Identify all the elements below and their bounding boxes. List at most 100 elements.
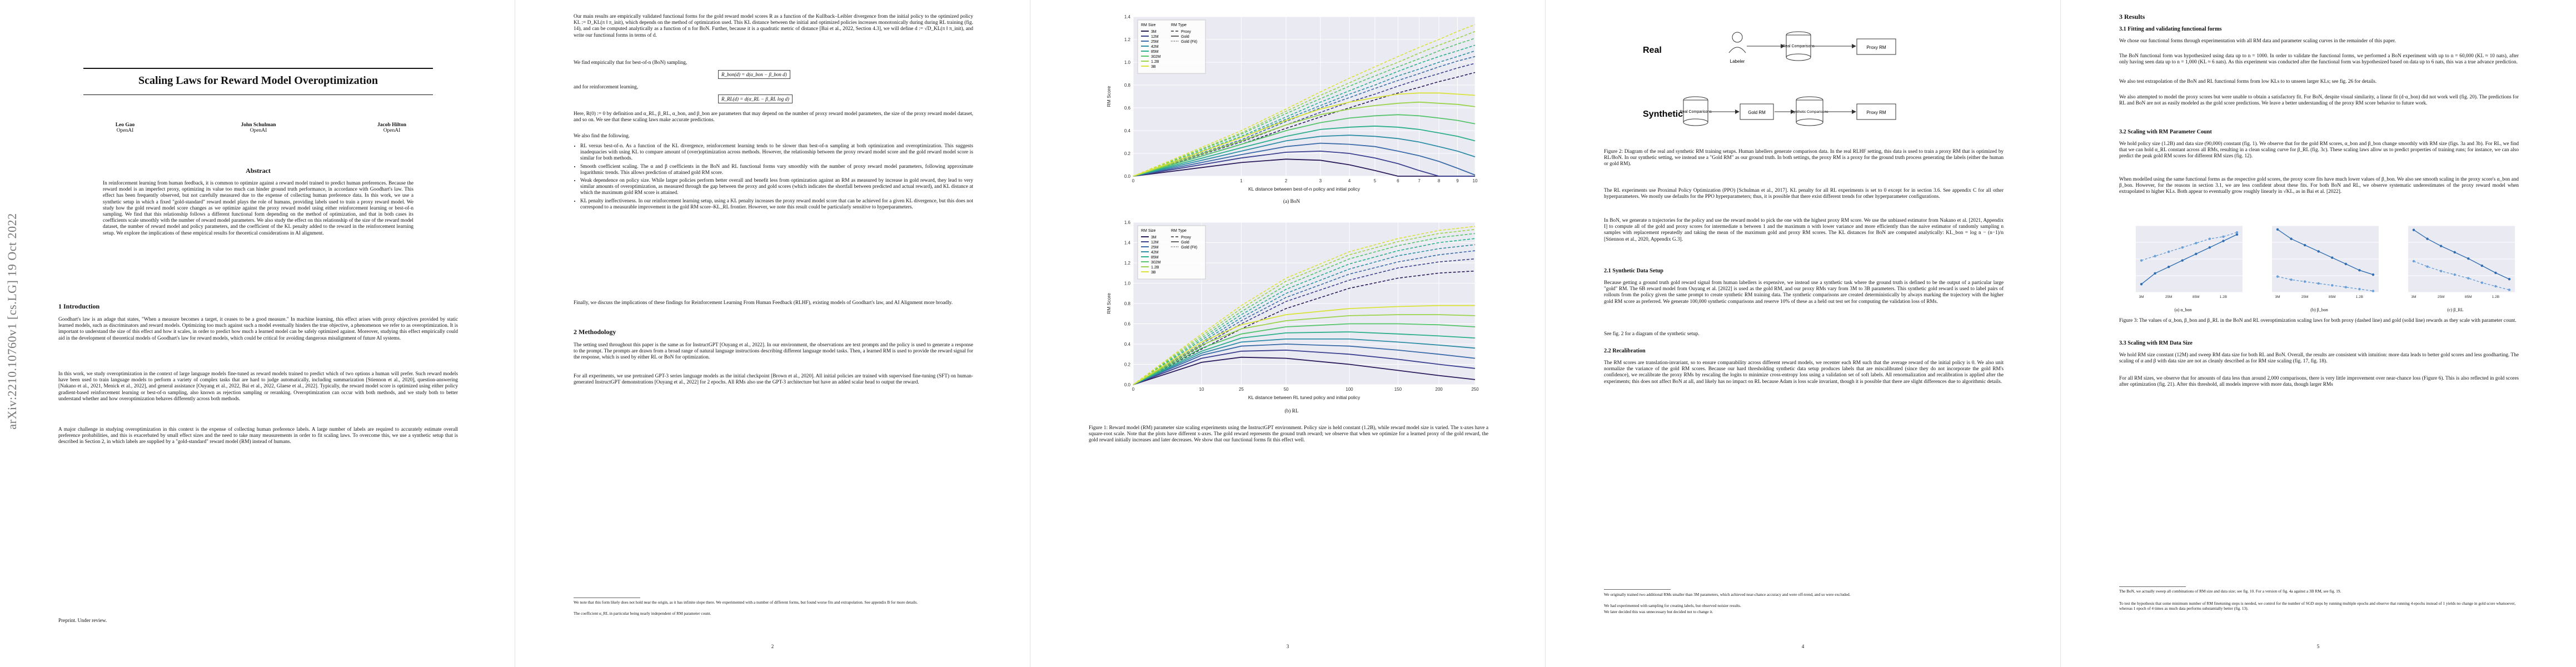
x-tick-label: 85M <box>2329 295 2336 299</box>
coefficient-point <box>2181 259 2184 262</box>
x-tick-label: 0 <box>1132 178 1135 183</box>
proxy-series-line <box>1133 72 1476 177</box>
fig3b-label: (b) β_bon <box>2310 307 2328 312</box>
s31-paragraph-4: We also attempted to model the proxy sco… <box>2119 94 2519 107</box>
gold-series-line <box>1133 339 1476 385</box>
x-tick-label: 85M <box>2465 295 2472 299</box>
y-tick-label: 0.0 <box>1124 382 1131 387</box>
x-tick-label: 25M <box>2438 295 2445 299</box>
preprint-note: Preprint. Under review. <box>58 618 107 624</box>
x-tick-label: 25M <box>2165 295 2173 299</box>
legend-entry: 85M <box>1151 256 1159 260</box>
proxy-series-line <box>1133 56 1476 177</box>
gold-series-line <box>1133 142 1476 177</box>
coefficient-point <box>2208 246 2211 249</box>
node-proxy-rm-real: Proxy RM <box>1866 45 1886 50</box>
legend-entry: 3M <box>1151 30 1157 34</box>
x-tick-label: 7 <box>1418 178 1421 183</box>
footnote-rule <box>2119 586 2186 587</box>
page-2: Our main results are empirically validat… <box>515 0 1030 667</box>
coefficient-line <box>2413 261 2510 291</box>
gold-series-line <box>1133 314 1476 385</box>
abstract-text: In reinforcement learning from human fee… <box>103 181 413 236</box>
legend-box <box>1137 225 1206 280</box>
coefficient-point <box>2235 233 2239 236</box>
x-tick-label: 1.2B <box>2356 295 2363 299</box>
footnote-1: We originally trained two additional RMs… <box>1604 592 1851 597</box>
gold-series-line <box>1133 331 1476 385</box>
finding-1: RL versus best-of-n. As a function of th… <box>580 143 973 162</box>
fig3a-label: (a) α_bon <box>2174 307 2192 312</box>
proxy-series-line <box>1133 270 1476 385</box>
node-proxy-rm-synthetic: Proxy RM <box>1866 110 1886 115</box>
s32-paragraph-2: When modelled using the same functional … <box>2119 177 2519 195</box>
bon-chart: 0.0 0.2 0.4 0.6 0.8 1.0 1.2 1.4 0 1 2 3 4 5 6 7 8 9 10 KL d… <box>1106 14 1478 192</box>
x-tick-label: 1.2B <box>2220 295 2227 299</box>
y-tick-label: 1.2 <box>1124 261 1131 266</box>
coefficient-point <box>2140 259 2143 262</box>
gold-series-line <box>1133 101 1476 177</box>
x-tick-label: 50 <box>1284 387 1289 392</box>
results-heading: 3 Results <box>2119 13 2145 21</box>
coefficient-point <box>2439 245 2443 247</box>
rl-chart: 0.0 0.2 0.4 0.6 0.8 1.0 1.2 1.4 1.6 0 10 25 50 100 150… <box>1106 220 1479 400</box>
y-axis-label: RM Score <box>1106 293 1112 314</box>
title-rule-top <box>83 68 433 69</box>
x-tick-label: 8 <box>1438 178 1441 183</box>
coefficient-point <box>2235 231 2239 234</box>
legend-entry: 302M <box>1151 55 1161 59</box>
coefficient-point <box>2167 265 2170 268</box>
gold-series-line <box>1133 323 1476 385</box>
y-tick-label: 1.2 <box>1124 37 1131 42</box>
x-tick-label: 2 <box>1285 178 1288 183</box>
section-3-2-heading: 3.2 Scaling with RM Parameter Count <box>2119 129 2212 135</box>
legend-entry: 42M <box>1151 251 1159 255</box>
coefficient-point <box>2453 273 2456 276</box>
intro-paragraph-1: Goodhart's law is an adage that states, … <box>58 317 458 341</box>
equation-bon: R_bon(d) = d(α_bon − β_bon d) <box>718 70 790 79</box>
legend-entry: Gold <box>1181 35 1189 39</box>
title-rule-bottom <box>83 94 433 95</box>
legend-entry: 302M <box>1151 261 1161 265</box>
x-tick-label: 85M <box>2193 295 2200 299</box>
legend-box <box>1137 19 1206 74</box>
p2-paragraph-3: and for reinforcement learning, <box>574 84 639 90</box>
x-tick-label: 10 <box>1199 387 1204 392</box>
y-axis-label: RM Score <box>1106 86 1112 107</box>
x-tick-label: 5 <box>1374 178 1377 183</box>
x-tick-label: 100 <box>1346 387 1353 392</box>
y-tick-label: 1.0 <box>1124 60 1131 65</box>
coefficient-point <box>2480 264 2484 267</box>
gold-series-line <box>1133 349 1476 385</box>
proxy-series-line <box>1133 50 1476 177</box>
coefficient-point <box>2371 273 2375 276</box>
alpha-bon-chart: 3M 25M 85M 1.2B <box>2136 225 2243 299</box>
gold-series-line <box>1133 125 1476 177</box>
legend-entry: 42M <box>1151 45 1159 49</box>
x-tick-label: 3M <box>2139 295 2144 299</box>
proxy-series-line <box>1133 38 1476 177</box>
s33-paragraph-1: We hold RM size constant (12M) and sweep… <box>2119 352 2519 365</box>
y-tick-label: 0.6 <box>1124 322 1131 327</box>
coefficient-point <box>2276 228 2279 231</box>
coefficient-point <box>2222 235 2225 238</box>
x-axis-label: KL distance between RL tuned policy and … <box>1248 395 1361 400</box>
coefficient-point <box>2167 250 2170 253</box>
coefficient-point <box>2344 262 2348 266</box>
fig3c-label: (c) β_RL <box>2447 307 2464 312</box>
coefficient-point <box>2439 270 2443 272</box>
coefficient-point <box>2208 237 2211 240</box>
coefficient-point <box>2453 251 2456 254</box>
x-tick-label: 1 <box>1240 178 1243 183</box>
coefficient-point <box>2467 257 2470 260</box>
y-tick-label: 0.2 <box>1124 151 1131 156</box>
paper-title: Scaling Laws for Reward Model Overoptimi… <box>138 74 378 87</box>
proxy-series-line <box>1133 229 1476 385</box>
page-number: 4 <box>1801 644 1805 649</box>
p2-paragraph-6: Finally, we discuss the implications of … <box>574 300 953 306</box>
y-tick-label: 0.4 <box>1124 342 1131 347</box>
page-5: 3 Results 3.1 Fitting and validating fun… <box>2061 0 2576 667</box>
footnote-2: The coefficient α_RL in particular being… <box>574 611 711 616</box>
proxy-series-line <box>1133 244 1476 385</box>
legend-title-size: RM Size <box>1141 23 1156 27</box>
